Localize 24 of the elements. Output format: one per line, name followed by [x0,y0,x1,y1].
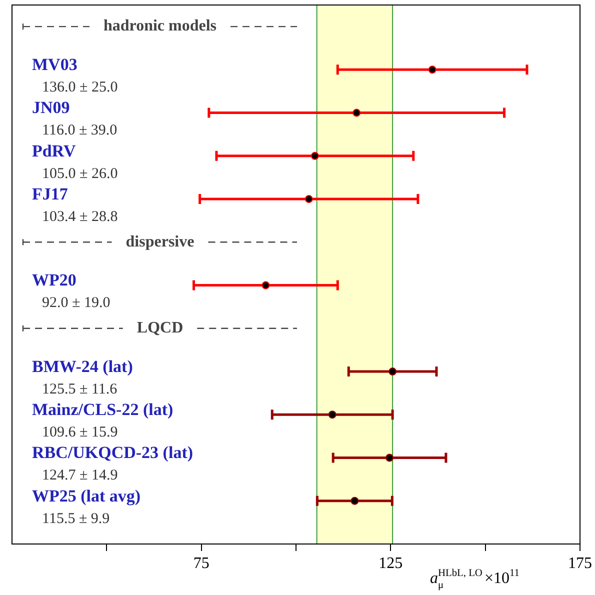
point [386,454,394,462]
annotation: dispersive [126,233,194,250]
point [310,152,319,160]
y-tick-label: BMW-24 (lat) 125.5 ± 11.6 [32,356,133,398]
x-tick-label: 175 [568,554,592,572]
x-tick-label: 125 [378,554,403,572]
y-tick-label: PdRV 105.0 ± 26.0 [32,141,118,182]
point [388,368,397,376]
point [328,410,336,419]
point [304,195,313,204]
point [350,496,359,505]
point [352,108,361,117]
y-tick-label: RBC/UKQCD-23 (lat) 124.7 ± 14.9 [32,443,194,484]
y-tick-label: JN09 116.0 ± 39.0 [32,98,118,139]
annotation: hadronic models [103,18,217,35]
point [428,66,436,74]
x-tick-label: 75 [193,554,210,572]
annotation: LQCD [136,320,184,337]
y-tick-label: WP25 (lat avg) 115.5 ± 9.9 [32,486,141,527]
y-tick-label: Mainz/CLS-22 (lat) 109.6 ± 15.9 [32,400,174,441]
y-tick-label: WP20 92.0 ± 19.0 [32,270,110,312]
y-tick-label: FJ17 103.4 ± 28.8 [32,184,118,225]
point [262,281,270,290]
y-tick-label: MV03 136.0 ± 25.0 [32,55,118,96]
